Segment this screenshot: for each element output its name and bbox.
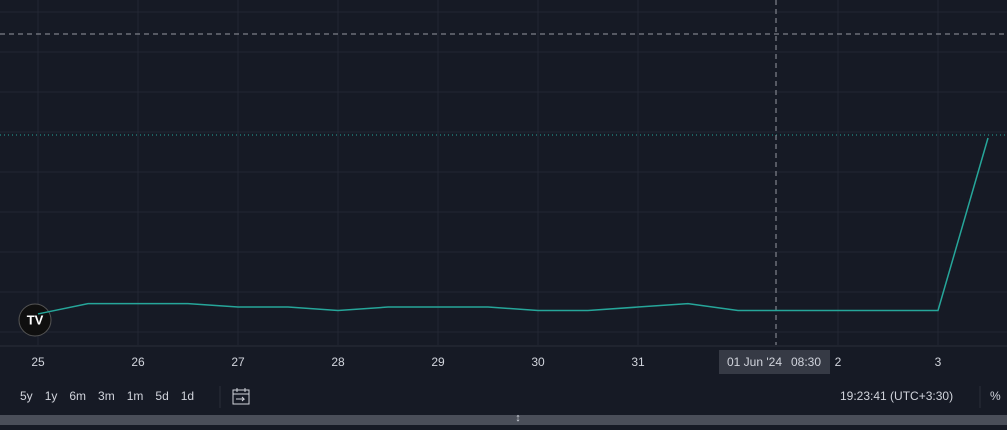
range-button[interactable]: 5y [20, 389, 33, 403]
x-tick-label: 25 [31, 355, 45, 369]
x-tick-label: 27 [231, 355, 245, 369]
logo: TV [18, 303, 52, 337]
x-tick-label: 31 [631, 355, 645, 369]
x-tick-label: 29 [431, 355, 445, 369]
range-button[interactable]: 1d [181, 389, 194, 403]
range-button[interactable]: 6m [69, 389, 86, 403]
range-button[interactable]: 1m [127, 389, 144, 403]
range-button[interactable]: 3m [98, 389, 115, 403]
date-range-button[interactable] [230, 387, 252, 407]
range-button[interactable]: 1y [45, 389, 58, 403]
range-button[interactable]: 5d [155, 389, 168, 403]
x-tick-label: 30 [531, 355, 545, 369]
crosshair-date: 01 Jun '24 [727, 355, 782, 369]
x-tick-label: 28 [331, 355, 345, 369]
x-tick-label: 26 [131, 355, 145, 369]
x-tick-label: 2 [835, 355, 842, 369]
clock: 19:23:41 (UTC+3:30) [840, 389, 953, 403]
logo-circle [18, 303, 52, 337]
percent-toggle[interactable]: % [990, 389, 1001, 403]
bottom-bar [0, 415, 1007, 425]
price-line-series [37, 137, 989, 315]
logo-text: TV [27, 312, 44, 327]
crosshair-time: 08:30 [791, 355, 821, 369]
grid [0, 0, 1007, 345]
x-tick-label: 3 [935, 355, 942, 369]
calendar-icon [232, 388, 250, 405]
resize-handle[interactable]: ↕ [515, 412, 521, 424]
crosshair-label-bg [719, 350, 830, 374]
